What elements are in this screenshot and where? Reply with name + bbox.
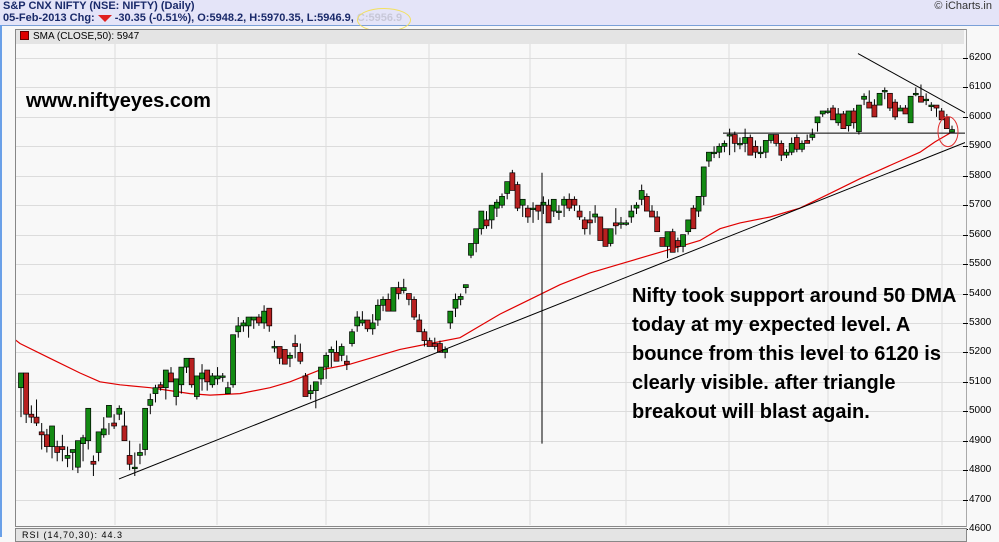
y-tick-label: 4600 (962, 523, 991, 534)
y-axis: 6200 6100 6000 5900 5800 5700 5600 5500 5400 5300… (962, 29, 999, 537)
bar-date: 05-Feb-2013 (3, 12, 67, 24)
high-value: H:5970.35, (249, 12, 304, 24)
rsi-label: RSI (14,70,30): 44.3 (22, 530, 124, 540)
y-tick-label: 5100 (962, 376, 991, 387)
y-tick-label: 6200 (962, 52, 991, 63)
low-value: L:5946.9, (306, 12, 354, 24)
y-tick-label: 5800 (962, 170, 991, 181)
y-tick-label: 6000 (962, 111, 991, 122)
y-tick-label: 4900 (962, 435, 991, 446)
legend: SMA (CLOSE,50): 5947 (16, 30, 964, 44)
analysis-note: Nifty took support around 50 DMA today a… (632, 285, 956, 423)
chart-header: S&P CNX NIFTY (NSE: NIFTY) (Daily) 05-Fe… (0, 0, 999, 32)
y-tick-label: 5700 (962, 199, 991, 210)
left-border (0, 25, 2, 537)
y-tick-label: 4800 (962, 464, 991, 475)
y-tick-label: 5600 (962, 229, 991, 240)
y-tick-label: 5500 (962, 258, 991, 269)
y-tick-label: 5400 (962, 288, 991, 299)
y-tick-label: 5900 (962, 140, 991, 151)
copyright: © iCharts.in (934, 0, 992, 12)
sma-color-swatch-icon (20, 31, 29, 40)
chart-title: S&P CNX NIFTY (NSE: NIFTY) (Daily) (3, 0, 195, 12)
y-tick-label: 6100 (962, 81, 991, 92)
legend-label: SMA (CLOSE,50): 5947 (33, 31, 140, 42)
watermark: www.niftyeyes.com (26, 90, 211, 112)
plot-area[interactable] (15, 29, 967, 527)
open-value: O:5948.2, (197, 12, 247, 24)
change-label: Chg: (69, 12, 95, 24)
y-tick-label: 5000 (962, 405, 991, 416)
down-arrow-icon (97, 14, 112, 22)
y-tick-label: 5300 (962, 317, 991, 328)
y-tick-label: 4700 (962, 494, 991, 505)
y-tick-label: 5200 (962, 346, 991, 357)
change-value: -30.35 (-0.51%), (114, 12, 195, 24)
rsi-panel: RSI (14,70,30): 44.3 (15, 528, 967, 542)
